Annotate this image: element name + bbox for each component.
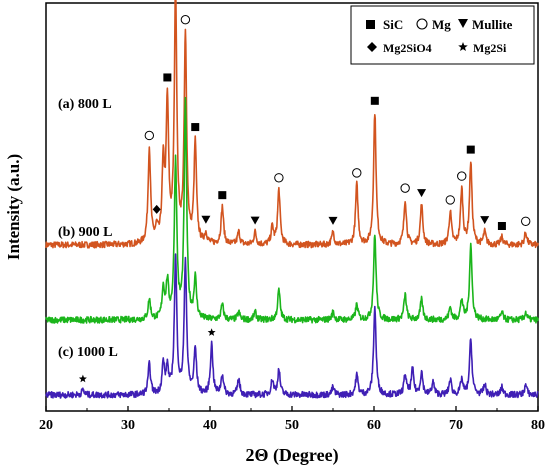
- marker-circle-21: [521, 216, 531, 227]
- legend: SiC Mg Mullite Mg2SiO4 Mg2Si: [350, 5, 535, 65]
- plot-frame: [45, 2, 539, 412]
- series-label-2: (b) 900 L: [58, 225, 112, 240]
- legend-mg2si-label: Mg2Si: [473, 41, 507, 55]
- marker-square-13: [370, 96, 379, 105]
- marker-star-23: [207, 328, 216, 336]
- phase-markers-layer: [78, 14, 531, 383]
- marker-square-3: [163, 73, 172, 82]
- y-axis-title: Intensity (a.u.): [4, 154, 23, 260]
- series-line-1: [45, 0, 539, 249]
- legend-box: [350, 5, 535, 65]
- x-tick-label-20: 20: [39, 418, 53, 433]
- series-labels-layer: (a) 800 L (b) 900 L (c) 1000 L: [58, 97, 118, 360]
- legend-sic-label: SiC: [383, 17, 403, 32]
- marker-triangle-down-11: [328, 216, 338, 225]
- x-tick-label-30: 30: [121, 418, 135, 433]
- legend-mg2sio4-label: Mg2SiO4: [383, 41, 432, 55]
- marker-diamond-2: [152, 204, 161, 214]
- legend-sic-symbol: [366, 20, 375, 29]
- marker-square-20: [497, 222, 506, 231]
- series-label-3: (c) 1000 L: [58, 345, 118, 360]
- marker-square-6: [191, 123, 200, 132]
- marker-circle-16: [445, 195, 455, 205]
- legend-mg2sio4-symbol: [367, 42, 377, 52]
- x-tick-label-50: 50: [285, 418, 299, 433]
- legend-mullite-label: Mullite: [472, 17, 513, 32]
- x-axis: 20 30 40 50 60 70 80: [39, 406, 545, 433]
- marker-square-8: [218, 191, 227, 200]
- marker-triangle-down-7: [201, 215, 211, 224]
- marker-triangle-down-19: [480, 216, 490, 225]
- series-label-1: (a) 800 L: [58, 97, 112, 112]
- x-tick-label-40: 40: [203, 418, 217, 433]
- series-line-2: [45, 96, 539, 324]
- marker-circle-14: [400, 183, 410, 193]
- traces-layer: [45, 0, 539, 399]
- marker-square-18: [466, 145, 475, 154]
- x-tick-label-70: 70: [449, 418, 463, 433]
- marker-star-22: [78, 374, 87, 383]
- legend-mg-label: Mg: [432, 17, 451, 32]
- x-tick-label-60: 60: [367, 418, 381, 433]
- marker-triangle-down-9: [250, 216, 260, 225]
- legend-mullite-symbol: [458, 19, 468, 28]
- legend-mg2si-symbol: [458, 42, 468, 52]
- marker-circle-17: [457, 171, 467, 181]
- series-line-3: [45, 253, 539, 399]
- legend-mg-symbol: [416, 18, 428, 30]
- marker-circle-10: [274, 173, 284, 183]
- marker-circle-5: [180, 14, 191, 25]
- marker-circle-12: [352, 168, 362, 178]
- marker-triangle-down-15: [417, 189, 427, 198]
- x-tick-label-80: 80: [531, 418, 545, 433]
- marker-circle-1: [144, 130, 155, 141]
- x-axis-title: 2Θ (Degree): [245, 445, 338, 466]
